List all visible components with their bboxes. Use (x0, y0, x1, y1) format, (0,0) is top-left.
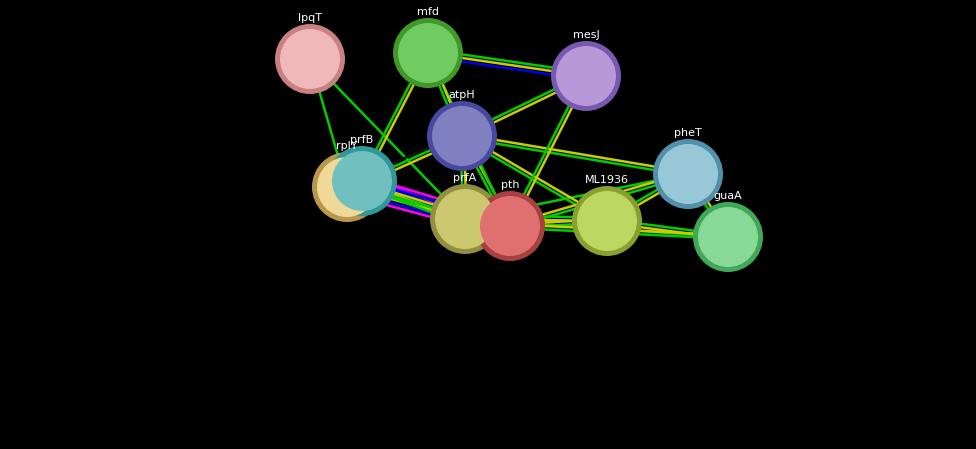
Circle shape (275, 24, 345, 94)
Circle shape (572, 186, 642, 256)
Text: lpqT: lpqT (298, 13, 322, 23)
Circle shape (327, 146, 397, 216)
Text: prfA: prfA (454, 173, 476, 183)
Circle shape (556, 46, 616, 106)
Text: ML1936: ML1936 (585, 175, 629, 185)
Circle shape (432, 106, 492, 166)
Circle shape (698, 207, 758, 267)
Text: mesJ: mesJ (573, 30, 599, 40)
Text: rplY: rplY (337, 141, 358, 151)
Text: atpH: atpH (449, 90, 475, 100)
Text: prfB: prfB (350, 135, 374, 145)
Text: mfd: mfd (417, 7, 439, 17)
Circle shape (317, 157, 377, 217)
Circle shape (398, 23, 458, 83)
Circle shape (430, 184, 500, 254)
Text: pheT: pheT (674, 128, 702, 138)
Circle shape (658, 144, 718, 204)
Text: guaA: guaA (713, 191, 743, 201)
Circle shape (427, 101, 497, 171)
Circle shape (693, 202, 763, 272)
Circle shape (435, 189, 495, 249)
Circle shape (393, 18, 463, 88)
Circle shape (332, 151, 392, 211)
Circle shape (577, 191, 637, 251)
Circle shape (475, 191, 545, 261)
Circle shape (312, 152, 382, 222)
Text: pth: pth (501, 180, 519, 190)
Circle shape (480, 196, 540, 256)
Circle shape (280, 29, 340, 89)
Circle shape (551, 41, 621, 111)
Circle shape (653, 139, 723, 209)
